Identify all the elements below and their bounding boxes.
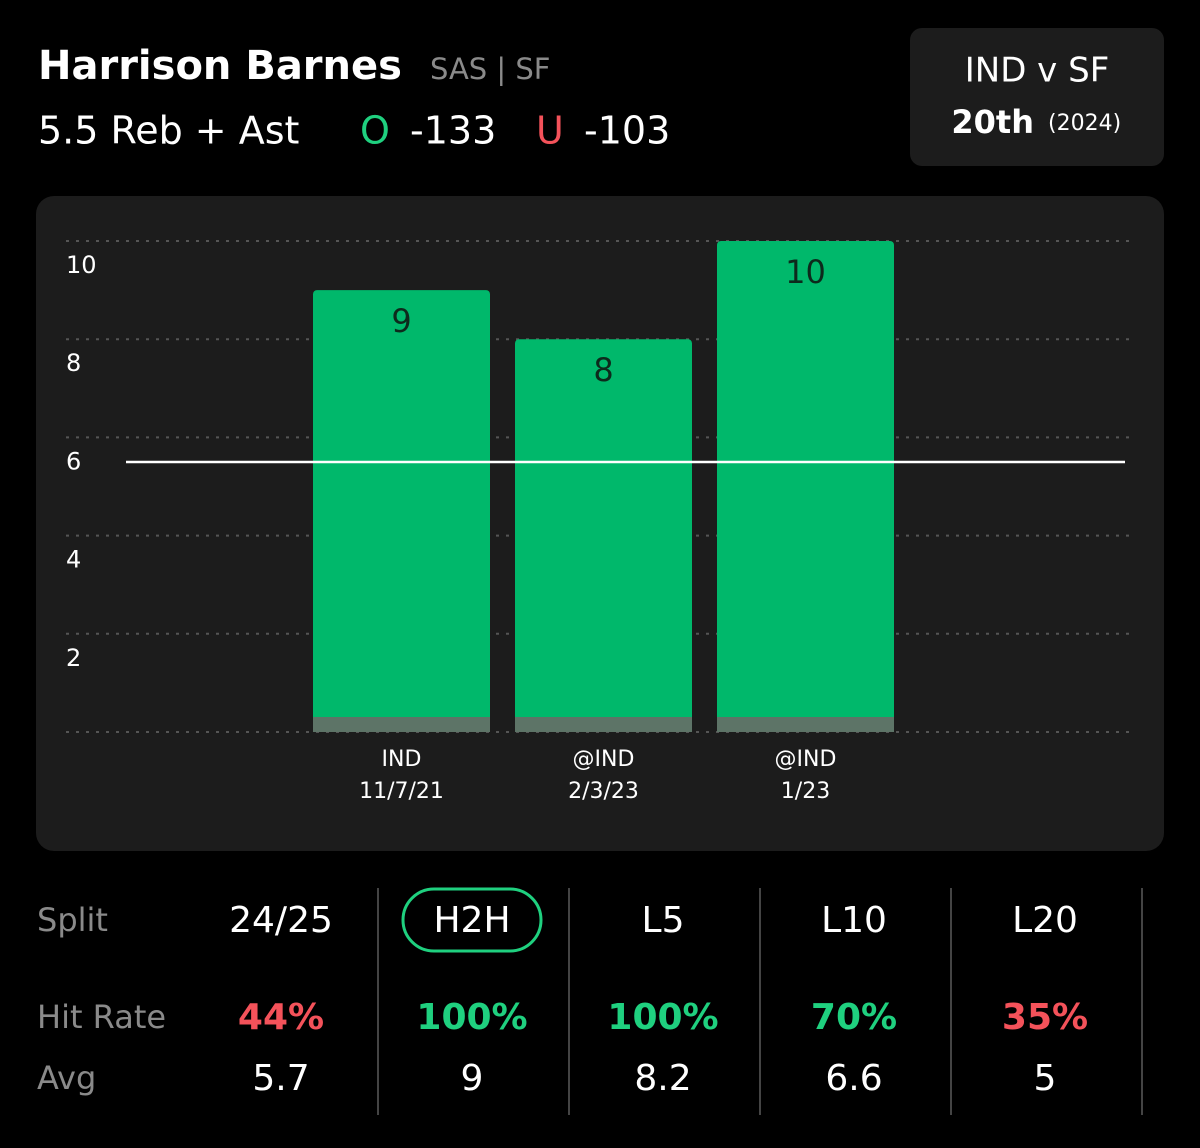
data-label: 8 — [593, 351, 613, 389]
data-label: 10 — [785, 253, 826, 291]
y-tick-label: 8 — [66, 349, 81, 377]
stats-table: Split 24/25 H2H L5 L10 L20 Hit Rate 44% 100% 100%… — [37, 887, 1143, 1115]
split-tab[interactable]: L10 — [821, 900, 887, 941]
stat-value: 35% — [1002, 997, 1088, 1038]
bar — [313, 290, 490, 732]
split-tab[interactable]: L5 — [642, 900, 685, 941]
bar — [717, 241, 894, 732]
data-label: 9 — [391, 302, 411, 340]
x-tick-label: @IND — [775, 747, 837, 772]
x-tick-date: 11/7/21 — [359, 779, 444, 804]
x-tick-label: @IND — [573, 747, 635, 772]
y-tick-label: 6 — [66, 447, 81, 475]
stat-value: 6.6 — [825, 1058, 882, 1099]
stat-value: 70% — [811, 997, 897, 1038]
under-odds: -103 — [584, 109, 670, 153]
stat-value: 100% — [416, 997, 527, 1038]
matchup-season: (2024) — [1048, 111, 1121, 136]
chart: 2 4 6 8 10 9 IND 11/7/21 8 @IND 2/3/23 10 @IND 1/23 — [66, 240, 1133, 804]
stat-value: 5 — [1034, 1058, 1057, 1099]
stat-value: 9 — [461, 1058, 484, 1099]
team-position: SAS | SF — [430, 52, 551, 86]
matchup-title: IND v SF — [965, 51, 1110, 91]
x-tick-label: IND — [382, 747, 422, 772]
over-odds: -133 — [410, 109, 496, 153]
row-label: Hit Rate — [37, 998, 166, 1036]
x-tick-date: 2/3/23 — [568, 779, 639, 804]
selected-pill — [401, 887, 543, 953]
matchup-box — [910, 28, 1164, 166]
x-tick-date: 1/23 — [781, 779, 830, 804]
bar-base — [313, 717, 490, 732]
split-tab[interactable]: L20 — [1012, 900, 1078, 941]
bar-base — [515, 717, 692, 732]
split-tab[interactable]: 24/25 — [229, 900, 333, 941]
split-label: Split — [37, 901, 108, 939]
stat-value: 100% — [607, 997, 718, 1038]
prop-line: 5.5 Reb + Ast — [38, 109, 299, 153]
y-tick-label: 4 — [66, 546, 81, 574]
over-label: O — [360, 109, 390, 153]
stat-value: 5.7 — [252, 1058, 309, 1099]
player-name: Harrison Barnes — [38, 43, 402, 89]
matchup-rank: 20th — [951, 103, 1034, 141]
row-label: Avg — [37, 1059, 96, 1097]
split-tab[interactable]: H2H — [433, 900, 510, 941]
y-tick-label: 2 — [66, 644, 81, 672]
bar-base — [717, 717, 894, 732]
stat-value: 8.2 — [634, 1058, 691, 1099]
bar — [515, 339, 692, 732]
under-label: U — [536, 109, 564, 153]
y-tick-label: 10 — [66, 251, 97, 279]
stat-value: 44% — [238, 997, 324, 1038]
